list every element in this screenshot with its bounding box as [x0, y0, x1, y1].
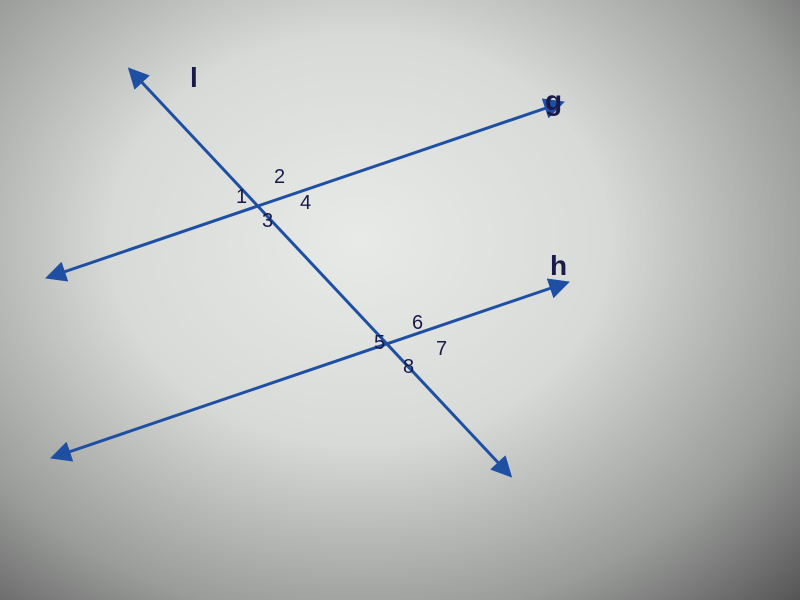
geometry-diagram	[0, 0, 800, 600]
angle-label-1: 1	[236, 186, 247, 209]
label-line-g: g	[545, 85, 562, 117]
label-line-l: l	[190, 62, 198, 94]
angle-label-4: 4	[300, 192, 311, 215]
angle-label-6: 6	[412, 312, 423, 335]
angle-label-3: 3	[262, 210, 273, 233]
line-h	[60, 285, 560, 455]
label-line-h: h	[550, 250, 567, 282]
angle-label-5: 5	[374, 332, 385, 355]
line-g	[55, 105, 555, 275]
angle-label-7: 7	[436, 338, 447, 361]
angle-label-8: 8	[403, 356, 414, 379]
angle-label-2: 2	[274, 166, 285, 189]
